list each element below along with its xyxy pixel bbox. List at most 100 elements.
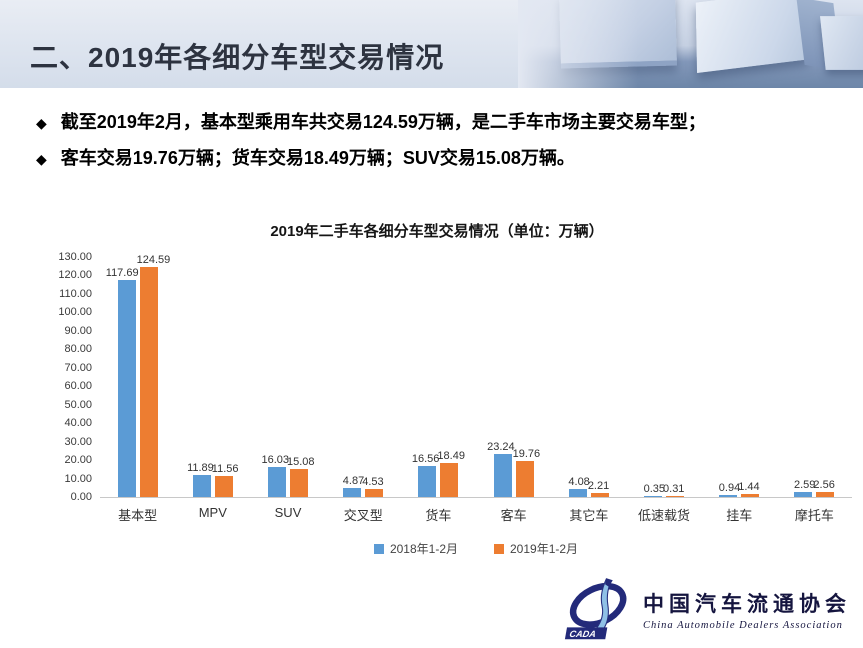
bar-value-label: 16.03 xyxy=(261,454,289,467)
x-axis-label: MPV xyxy=(198,505,227,520)
bar-value-label: 4.53 xyxy=(362,475,384,488)
bullet-text: 截至2019年2月，基本型乘用车共交易124.59万辆，是二手车市场主要交易车型… xyxy=(60,112,706,132)
bar-低速载货-2019年1-2月: 0.31 xyxy=(663,483,684,497)
bar-客车-2018年1-2月: 23.24 xyxy=(487,441,515,497)
header-art-fade xyxy=(518,0,638,88)
y-axis: 130.00 120.00 110.00 100.00 90.00 80.00 70.00 6… xyxy=(52,251,100,503)
bar-value-label: 0.35 xyxy=(643,483,666,495)
bar-value-label: 19.76 xyxy=(512,447,541,460)
plot-area: 117.69 124.59 11.89 11.56 16.03 15.08 4.87 4.53… xyxy=(100,254,852,498)
bar-group: 16.56 18.49 xyxy=(401,257,476,497)
x-axis-label: SUV xyxy=(274,505,302,520)
plot-row: 130.00 120.00 110.00 100.00 90.00 80.00 70.00 6… xyxy=(52,251,852,503)
legend-swatch-icon xyxy=(494,543,504,554)
x-axis-label: 货车 xyxy=(425,508,452,523)
bullet-item: ◆ 截至2019年2月，基本型乘用车共交易124.59万辆，是二手车市场主要交易… xyxy=(36,108,839,134)
chart-title: 2019年二手车各细分车型交易情况（单位：万辆） xyxy=(270,223,604,240)
cada-acronym: CADA xyxy=(569,629,597,639)
slide-header-band: 二、2019年各细分车型交易情况 xyxy=(0,0,863,88)
bar-挂车-2018年1-2月: 0.94 xyxy=(719,482,740,497)
y-axis-tick: 120.00 xyxy=(58,269,92,282)
legend-item: 2019年1-2月 xyxy=(494,540,578,557)
bar-其它车-2019年1-2月: 2.21 xyxy=(588,480,609,497)
cada-logo: CADA 中国汽车流通协会 China Automobile Dealers A… xyxy=(563,576,851,642)
bar-交叉型-2019年1-2月: 4.53 xyxy=(362,476,384,497)
bar-value-label: 16.56 xyxy=(411,453,440,466)
bar-group: 117.69 124.59 xyxy=(100,254,175,497)
logo-name-chinese: 中国汽车流通协会 xyxy=(643,591,851,616)
bar-value-label: 0.94 xyxy=(718,482,741,495)
bar-group: 16.03 15.08 xyxy=(250,257,325,497)
bar-value-label: 18.49 xyxy=(437,449,465,462)
y-axis-tick: 100.00 xyxy=(58,306,92,319)
bar-SUV-2018年1-2月: 16.03 xyxy=(261,454,289,497)
bar-group: 23.24 19.76 xyxy=(476,257,551,497)
bar-group: 4.87 4.53 xyxy=(326,257,401,497)
y-axis-tick: 50.00 xyxy=(64,398,92,411)
bar-交叉型-2018年1-2月: 4.87 xyxy=(343,475,364,497)
bar-摩托车-2019年1-2月: 2.56 xyxy=(813,479,835,497)
bar-货车-2018年1-2月: 16.56 xyxy=(412,453,439,497)
cube-graphic xyxy=(820,16,863,70)
y-axis-tick: 130.00 xyxy=(58,251,92,263)
bar-value-label: 117.69 xyxy=(105,266,139,279)
bar-客车-2019年1-2月: 19.76 xyxy=(513,448,540,497)
bar-value-label: 1.44 xyxy=(738,481,760,494)
bar-value-label: 11.89 xyxy=(187,462,214,475)
bar-group: 2.59 2.56 xyxy=(777,257,852,497)
bar-货车-2019年1-2月: 18.49 xyxy=(437,450,465,497)
bar-group: 0.94 1.44 xyxy=(702,257,777,497)
bar-value-label: 2.21 xyxy=(587,479,610,492)
chart-legend: 2018年1-2月 2019年1-2月 xyxy=(100,540,852,557)
bullet-list: ◆ 截至2019年2月，基本型乘用车共交易124.59万辆，是二手车市场主要交易… xyxy=(36,108,839,180)
bar-MPV-2019年1-2月: 11.56 xyxy=(212,463,239,497)
y-axis-tick: 110.00 xyxy=(59,287,92,300)
bar-低速载货-2018年1-2月: 0.35 xyxy=(644,483,665,497)
bar-value-label: 2.56 xyxy=(813,479,835,492)
logo-name-english: China Automobile Dealers Association xyxy=(643,619,843,631)
bar-value-label: 23.24 xyxy=(487,441,515,454)
x-axis-labels: 基本型 MPV SUV 交叉型 货车 客车 其它车 低速载货 挂车 摩托车 xyxy=(100,505,852,524)
bullet-text: 客车交易19.76万辆；货车交易18.49万辆；SUV交易15.08万辆。 xyxy=(60,148,575,168)
bar-group: 11.89 11.56 xyxy=(175,257,250,497)
legend-label: 2019年1-2月 xyxy=(510,542,579,556)
bar-SUV-2019年1-2月: 15.08 xyxy=(287,456,315,497)
bar-MPV-2018年1-2月: 11.89 xyxy=(187,462,214,497)
x-axis-label: 其它车 xyxy=(569,508,609,523)
slide-title: 二、2019年各细分车型交易情况 xyxy=(30,42,445,73)
x-axis-label: 摩托车 xyxy=(794,508,834,523)
bar-value-label: 4.87 xyxy=(342,475,365,488)
bar-group: 4.08 2.21 xyxy=(551,257,626,497)
x-axis-label: 低速载货 xyxy=(638,508,691,523)
bar-value-label: 15.08 xyxy=(287,456,315,469)
legend-item: 2018年1-2月 xyxy=(373,540,458,557)
y-axis-tick: 60.00 xyxy=(64,380,92,393)
x-axis-label: 基本型 xyxy=(118,508,158,523)
x-axis-label: 挂车 xyxy=(726,508,753,523)
y-axis-tick: 70.00 xyxy=(64,361,92,374)
cada-logo-mark: CADA xyxy=(564,578,627,640)
diamond-bullet-icon: ◆ xyxy=(36,151,47,167)
bar-其它车-2018年1-2月: 4.08 xyxy=(568,476,590,497)
legend-swatch-icon xyxy=(373,543,384,554)
bar-摩托车-2018年1-2月: 2.59 xyxy=(794,479,815,497)
header-cubes-graphic xyxy=(518,0,863,88)
y-axis-tick: 30.00 xyxy=(64,435,92,448)
y-axis-tick: 40.00 xyxy=(64,417,92,430)
bar-挂车-2019年1-2月: 1.44 xyxy=(738,481,760,497)
x-axis-label: 交叉型 xyxy=(343,508,383,523)
y-axis-tick: 0.00 xyxy=(70,491,92,503)
y-axis-tick: 10.00 xyxy=(64,472,92,485)
bar-value-label: 0.31 xyxy=(663,483,685,495)
bullet-item: ◆ 客车交易19.76万辆；货车交易18.49万辆；SUV交易15.08万辆。 xyxy=(36,144,839,170)
bar-value-label: 2.59 xyxy=(794,479,816,492)
logo-names: 中国汽车流通协会 China Automobile Dealers Associ… xyxy=(643,588,851,631)
y-axis-tick: 90.00 xyxy=(64,324,92,337)
bar-基本型-2018年1-2月: 117.69 xyxy=(106,267,139,497)
bar-chart: 2019年二手车各细分车型交易情况（单位：万辆） 130.00 120.00 110… xyxy=(52,220,852,557)
bar-value-label: 4.08 xyxy=(568,476,590,489)
x-axis-label: 客车 xyxy=(500,508,527,523)
bar-group: 0.35 0.31 xyxy=(626,257,701,497)
legend-label: 2018年1-2月 xyxy=(389,542,458,556)
